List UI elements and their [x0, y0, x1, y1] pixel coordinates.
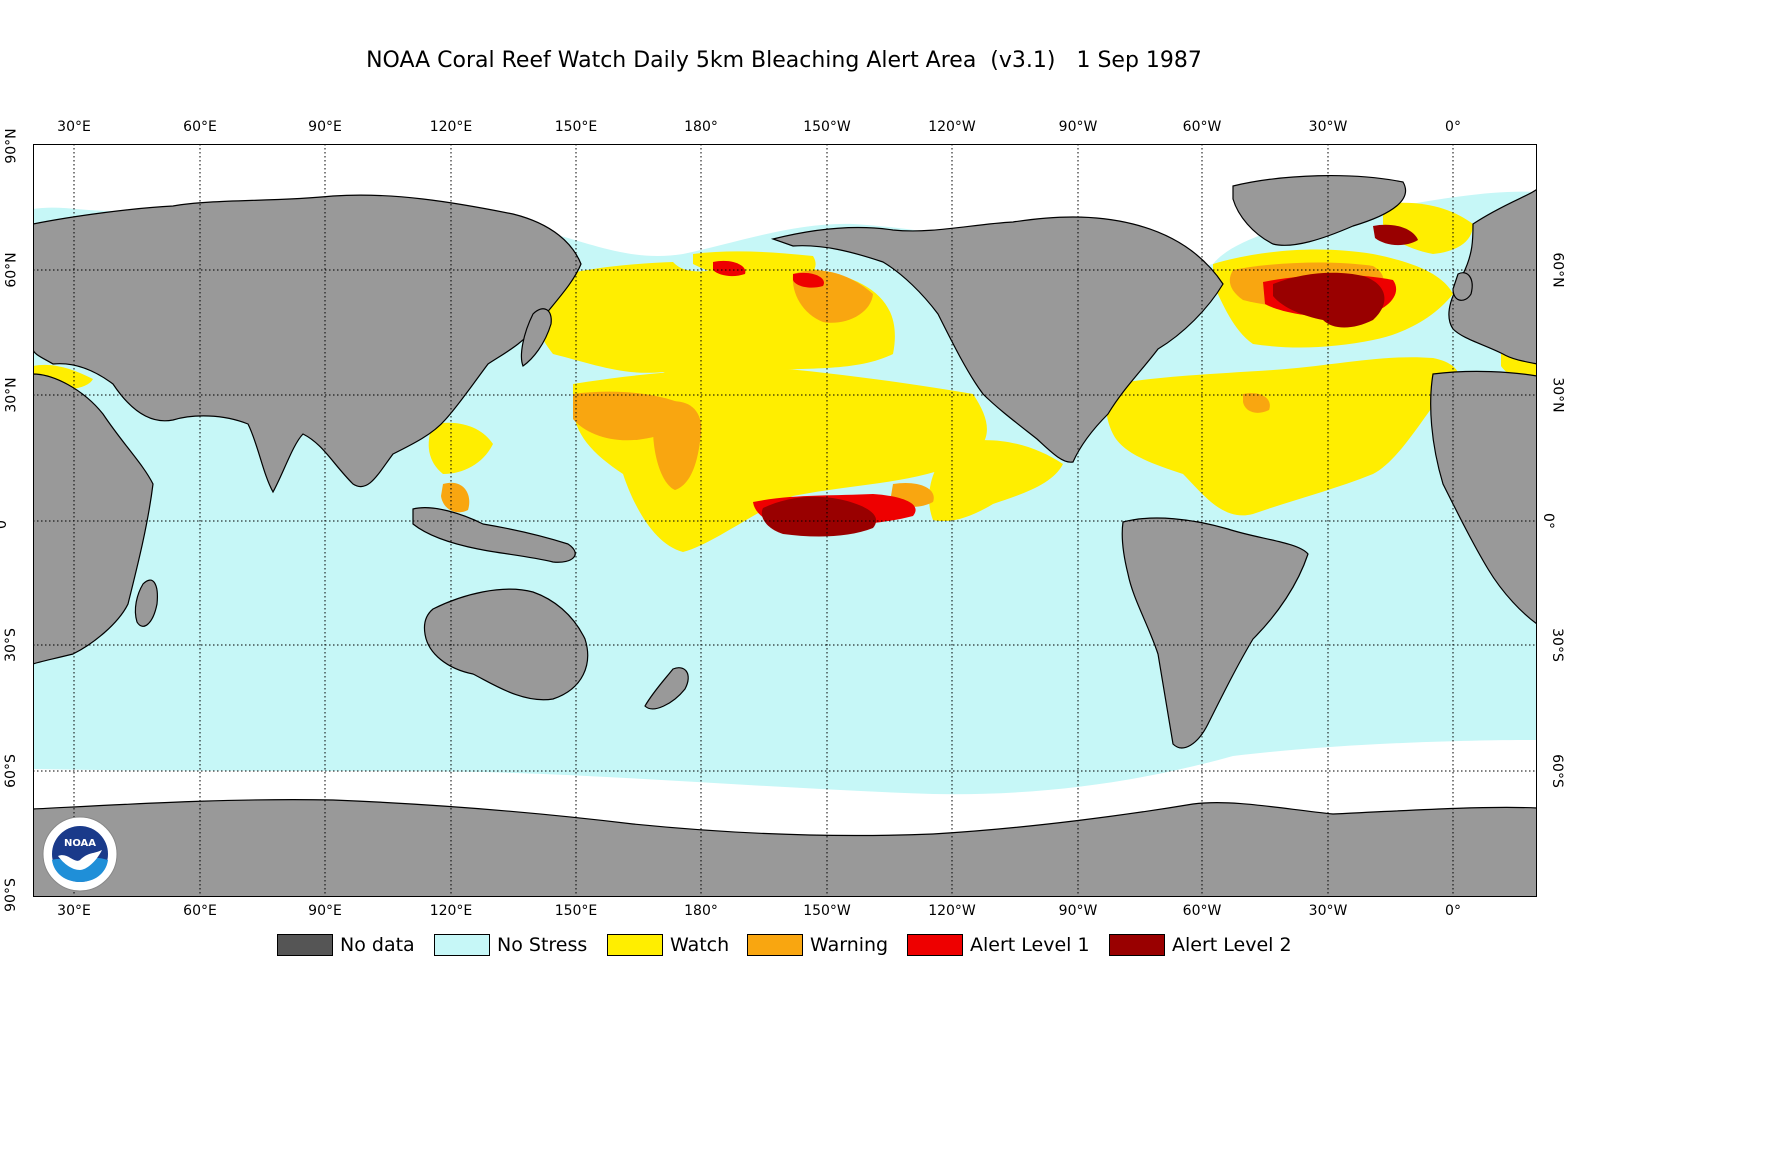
legend-label: No Stress: [497, 934, 588, 956]
lat-label: 30°N: [1549, 377, 1566, 413]
legend-label: Alert Level 2: [1172, 934, 1292, 956]
legend-swatch: [607, 934, 663, 956]
legend-item-alert-level-2: Alert Level 2: [1109, 931, 1292, 959]
lon-label: 30°E: [57, 903, 91, 919]
lon-label: 120°E: [429, 119, 473, 135]
legend-swatch: [747, 934, 803, 956]
noaa-logo-icon: NOAA: [42, 816, 118, 892]
legend-label: Warning: [810, 934, 889, 956]
page-title: NOAA Coral Reef Watch Daily 5km Bleachin…: [366, 48, 1202, 73]
legend: No data No Stress Watch Warning Alert Le…: [0, 931, 1568, 959]
land-masses: [33, 174, 1537, 897]
antarctica-land: [33, 799, 1537, 897]
lon-label: 90°E: [308, 119, 342, 135]
lon-label: 30°W: [1308, 119, 1348, 135]
lon-label: 150°E: [554, 119, 598, 135]
lon-label: 60°E: [183, 903, 217, 919]
top-longitude-axis: 30°E 60°E 90°E 120°E 150°E 180° 150°W 12…: [0, 119, 1568, 139]
right-latitude-axis: 60°N 30°N 0° 30°S 60°S: [1540, 0, 1568, 1017]
lat-label: 30°N: [3, 377, 20, 413]
lon-label: 30°E: [57, 119, 91, 135]
legend-item-warning: Warning: [747, 931, 888, 959]
lon-label: 60°W: [1182, 119, 1222, 135]
legend-item-watch: Watch: [607, 931, 729, 959]
legend-item-no-stress: No Stress: [434, 931, 587, 959]
lon-label: 90°E: [308, 903, 342, 919]
eurasia-land: [33, 194, 582, 494]
lat-label: 60°S: [1548, 754, 1565, 788]
legend-swatch: [434, 934, 490, 956]
europe-land: [1448, 188, 1537, 365]
lon-label: 90°W: [1058, 119, 1098, 135]
lon-label: 150°E: [554, 903, 598, 919]
lon-label: 150°W: [803, 903, 851, 919]
lat-label: 60°S: [2, 754, 19, 788]
lon-label: 120°E: [429, 903, 473, 919]
legend-label: Alert Level 1: [970, 934, 1090, 956]
new-zealand-land: [644, 667, 689, 710]
madagascar-land: [134, 579, 158, 627]
lon-label: 60°E: [183, 119, 217, 135]
south-america-land: [1121, 517, 1309, 749]
legend-item-alert-level-1: Alert Level 1: [907, 931, 1090, 959]
lon-label: 90°W: [1058, 903, 1098, 919]
lat-label: 0°: [0, 513, 10, 529]
north-america-land: [770, 216, 1224, 463]
africa-land: [33, 373, 154, 665]
lon-label: 150°W: [803, 119, 851, 135]
bottom-longitude-axis: 30°E 60°E 90°E 120°E 150°E 180° 150°W 12…: [0, 903, 1568, 923]
lat-label: 60°N: [1549, 252, 1566, 288]
svg-text:NOAA: NOAA: [64, 838, 96, 849]
legend-label: No data: [340, 934, 415, 956]
lat-label: 90°S: [2, 878, 19, 912]
alert-level-2-areas: [761, 224, 1418, 537]
lon-label: 180°: [684, 119, 718, 135]
japan-land: [520, 308, 552, 367]
uk-land: [1452, 272, 1473, 301]
legend-swatch: [1109, 934, 1165, 956]
legend-item-no-data: No data: [277, 931, 415, 959]
legend-label: Watch: [670, 934, 730, 956]
lat-label: 60°N: [3, 252, 20, 288]
map-frame: [33, 144, 1537, 897]
lon-label: 180°: [684, 903, 718, 919]
left-latitude-axis: 90°N 60°N 30°N 0° 30°S 60°S 90°S: [0, 0, 34, 1017]
lat-label: 30°S: [1548, 628, 1565, 662]
lat-label: 0°: [1539, 513, 1556, 529]
africa-west-land: [1430, 370, 1537, 625]
bleaching-alert-map: [33, 144, 1537, 897]
lat-label: 30°S: [2, 628, 19, 662]
legend-swatch: [277, 934, 333, 956]
lon-label: 120°W: [928, 119, 976, 135]
greenland-land: [1232, 174, 1407, 246]
lon-label: 0°: [1445, 903, 1461, 919]
lon-label: 0°: [1445, 119, 1461, 135]
gridlines: [33, 144, 1537, 897]
lon-label: 60°W: [1182, 903, 1222, 919]
lat-label: 90°N: [3, 128, 20, 164]
lon-label: 30°W: [1308, 903, 1348, 919]
legend-swatch: [907, 934, 963, 956]
australia-land: [423, 588, 589, 701]
lon-label: 120°W: [928, 903, 976, 919]
